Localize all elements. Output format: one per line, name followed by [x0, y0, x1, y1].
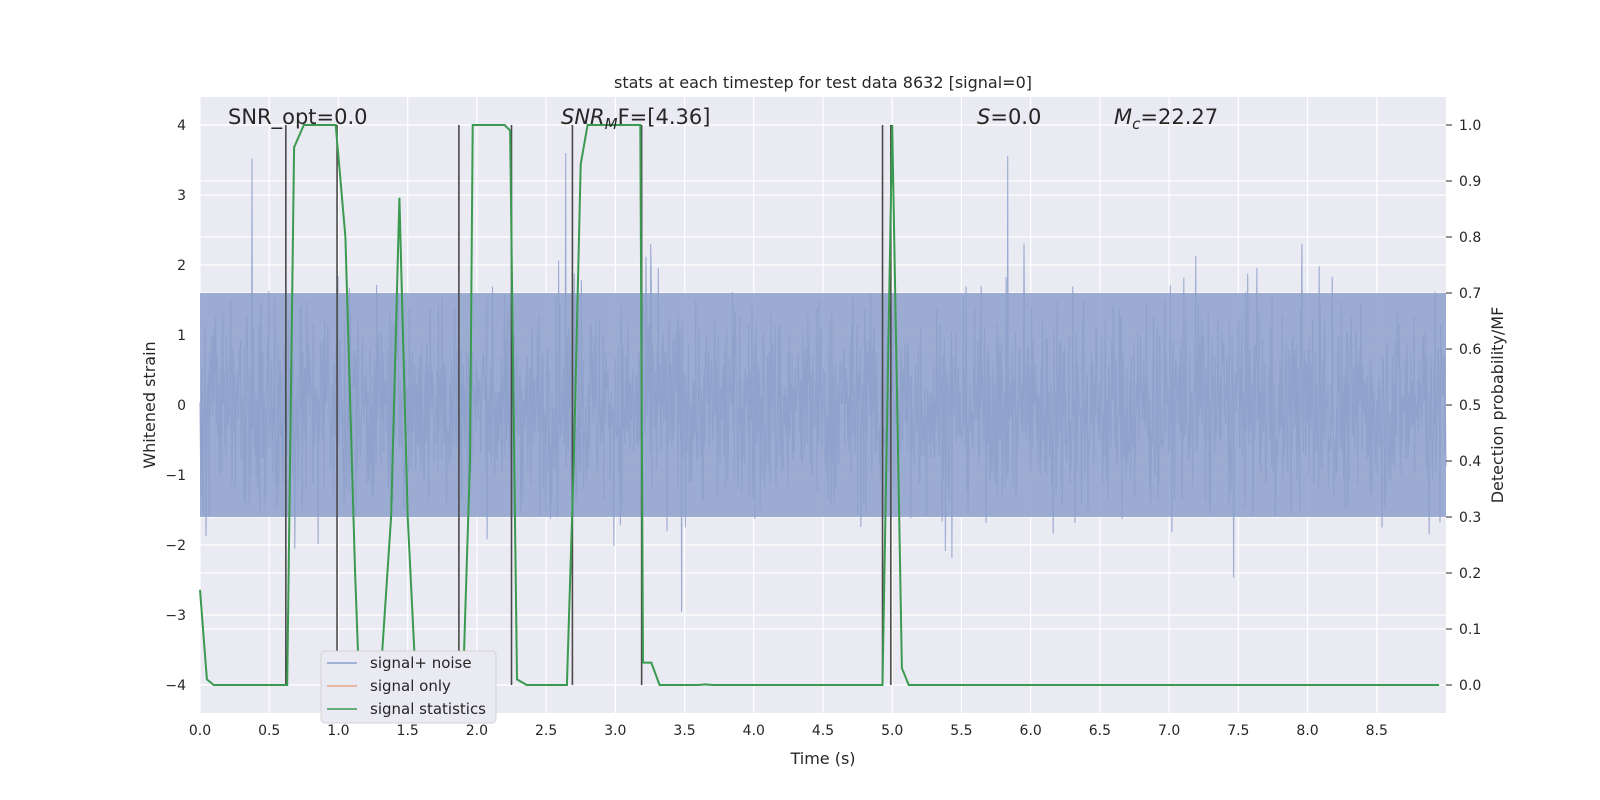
x-tick-labels: 0.0 0.5 1.0 1.5 2.0 2.5 3.0 3.5 4.0 4.5 5.0 5.5 6.0 6… [189, 723, 1388, 739]
y-tick-label: −4 [165, 678, 186, 694]
x-tick-label: 8.5 [1366, 723, 1388, 739]
legend-box [320, 650, 497, 724]
y-right-tick-label: 0.5 [1459, 398, 1481, 414]
y-tick-label: −2 [165, 538, 186, 554]
annotation-s: S=0.0 [977, 105, 1041, 129]
x-tick-label: 5.5 [950, 723, 972, 739]
legend-label-noise: signal+ noise [370, 654, 472, 672]
annotation-mc: Mc=22.27 [1114, 105, 1218, 133]
legend: signal+ noise signal only signal statist… [320, 650, 497, 724]
x-tick-label: 2.5 [535, 723, 557, 739]
y-right-tick-label: 0.2 [1459, 566, 1481, 582]
y-tick-label: 4 [177, 118, 186, 134]
y-right-tick-label: 0.4 [1459, 454, 1481, 470]
mc-sub: c [1132, 115, 1141, 133]
x-tick-label: 7.5 [1227, 723, 1249, 739]
legend-label-statistics: signal statistics [370, 700, 486, 718]
y-tick-labels: −4 −3 −2 −1 0 1 2 3 4 [165, 118, 186, 694]
signal-noise-line [199, 152, 1447, 612]
annotation-snr-opt: SNR_opt=0.0 [228, 105, 368, 130]
s-prefix: S [977, 105, 990, 129]
signal-statistics-line [199, 124, 1440, 686]
y-right-tick-label: 0.3 [1459, 510, 1481, 526]
y-tick-label: −3 [165, 608, 186, 624]
mc-suffix: =22.27 [1140, 105, 1218, 129]
y-tick-label: 0 [177, 398, 186, 414]
x-tick-label: 6.0 [1020, 723, 1042, 739]
x-tick-label: 6.5 [1089, 723, 1111, 739]
y-right-tick-label: 0.7 [1459, 286, 1481, 302]
y-tick-label: 1 [177, 328, 186, 344]
snr-mf-suffix: F=[4.36] [618, 105, 711, 129]
snr-mf-prefix: SNR [561, 105, 605, 129]
y-right-tick-labels: 0.0 0.1 0.2 0.3 0.4 0.5 0.6 0.7 0.8 0.9 1.0 [1446, 118, 1481, 694]
x-tick-label: 3.5 [673, 723, 695, 739]
x-tick-label: 4.0 [743, 723, 765, 739]
snr-mf-sub: M [605, 115, 618, 133]
y-tick-label: 2 [177, 258, 186, 274]
x-tick-label: 5.0 [881, 723, 903, 739]
x-tick-label: 0.0 [189, 723, 211, 739]
legend-label-signal: signal only [370, 677, 451, 695]
x-tick-label: 3.0 [604, 723, 626, 739]
y-right-tick-label: 1.0 [1459, 118, 1481, 134]
y-right-axis-label: Detection probability/MF [1488, 307, 1507, 504]
mc-prefix: M [1114, 105, 1132, 129]
signal-statistics-series [199, 124, 1440, 686]
y-right-tick-label: 0.0 [1459, 678, 1481, 694]
y-tick-label: 3 [177, 188, 186, 204]
y-tick-label: −1 [165, 468, 186, 484]
y-axis-label: Whitened strain [140, 341, 159, 468]
x-axis-label: Time (s) [789, 749, 855, 768]
y-right-tick-label: 0.6 [1459, 342, 1481, 358]
x-tick-label: 8.0 [1296, 723, 1318, 739]
y-right-tick-label: 0.1 [1459, 622, 1481, 638]
x-tick-label: 2.0 [466, 723, 488, 739]
x-tick-label: 1.5 [397, 723, 419, 739]
y-right-tick-label: 0.8 [1459, 230, 1481, 246]
s-suffix: =0.0 [990, 105, 1041, 129]
x-tick-label: 1.0 [327, 723, 349, 739]
y-right-tick-label: 0.9 [1459, 174, 1481, 190]
x-tick-label: 7.0 [1158, 723, 1180, 739]
x-tick-label: 4.5 [812, 723, 834, 739]
x-tick-label: 0.5 [258, 723, 280, 739]
annotation-snr-mf: SNRMF=[4.36] [561, 105, 710, 133]
chart-title: stats at each timestep for test data 863… [614, 73, 1032, 92]
